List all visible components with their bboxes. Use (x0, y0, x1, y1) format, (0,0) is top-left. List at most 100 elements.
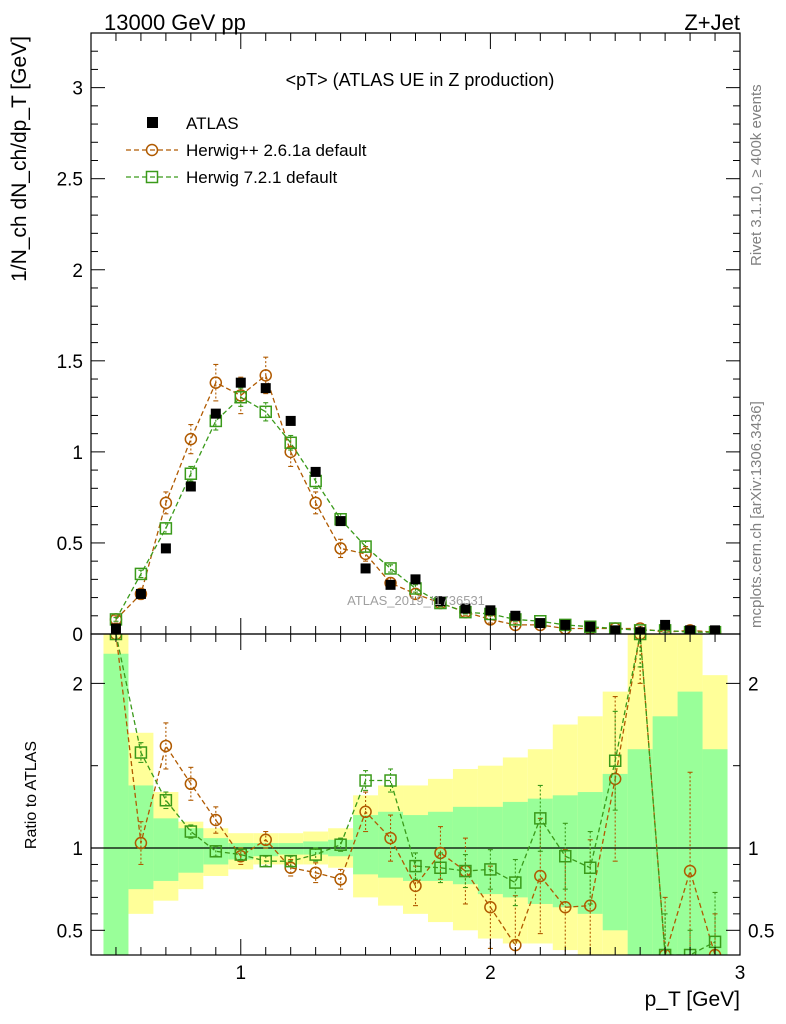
y-tick-label: 0.5 (57, 534, 83, 555)
data-point (534, 869, 547, 883)
data-point-atlas (160, 543, 171, 554)
data-point (284, 861, 297, 875)
data-point (209, 376, 223, 389)
data-point (384, 562, 397, 575)
data-point-atlas (435, 596, 446, 607)
band-green (677, 691, 703, 955)
band-green (502, 801, 528, 898)
data-point (209, 813, 223, 827)
data-point-atlas (510, 610, 521, 621)
data-point (334, 838, 347, 851)
mcplots-label: mcplots.cern.ch [arXiv:1306.3436] (748, 401, 765, 628)
data-point (559, 849, 572, 863)
data-point (134, 587, 148, 601)
data-point (184, 467, 198, 480)
header-left: 13000 GeV pp (104, 10, 246, 35)
data-point (259, 833, 272, 847)
data-point-atlas (335, 516, 346, 527)
band-green (278, 843, 304, 855)
data-point (134, 836, 148, 850)
data-point (608, 754, 622, 768)
data-point (184, 432, 198, 446)
data-point (359, 547, 372, 561)
data-point (234, 390, 248, 404)
data-point-atlas (410, 574, 421, 585)
data-point (184, 825, 198, 838)
band-green (178, 828, 204, 873)
legend-marker-herwig-new (145, 170, 159, 184)
band-green (353, 815, 379, 875)
data-point-atlas (135, 588, 146, 599)
data-point (509, 876, 522, 889)
data-point (359, 540, 372, 553)
data-point (284, 436, 297, 450)
data-point (134, 746, 148, 759)
ratio-y-tick-label-right: 2 (748, 674, 759, 695)
data-point (209, 845, 223, 858)
data-point-atlas (535, 618, 546, 629)
y-tick-label: 1 (72, 443, 83, 464)
x-tick-label: 2 (485, 963, 496, 984)
data-point (284, 854, 297, 868)
data-point-atlas (485, 605, 496, 616)
y-axis-label-ratio: Ratio to ATLAS (23, 741, 40, 849)
data-point-atlas (660, 619, 671, 630)
legend-marker-atlas (147, 117, 158, 128)
data-point (633, 624, 647, 634)
data-point (134, 567, 148, 581)
legend-marker-herwig-old (145, 143, 159, 157)
data-point (159, 794, 173, 807)
data-point-atlas (235, 377, 246, 388)
header-right: Z+Jet (684, 10, 740, 35)
data-point (309, 496, 322, 510)
x-axis-label: p_T [GeV] (645, 988, 740, 1011)
y-tick-label: 3 (72, 79, 83, 100)
data-point (608, 622, 622, 634)
legend: ATLAS Herwig++ 2.6.1a default Herwig 7.2… (126, 114, 367, 187)
x-tick-label: 3 (735, 963, 746, 984)
data-point-atlas (460, 603, 471, 614)
band-green (153, 818, 179, 881)
legend-label-herwig-old: Herwig++ 2.6.1a default (186, 141, 367, 160)
data-point-atlas (285, 415, 296, 426)
band-green (627, 749, 653, 955)
main-title: <pT> (ATLAS UE in Z production) (286, 70, 555, 90)
band-green (103, 653, 129, 955)
data-point (259, 369, 272, 382)
watermark: ATLAS_2019_I1736531 (347, 593, 485, 608)
legend-label-herwig-new: Herwig 7.2.1 default (186, 168, 337, 187)
data-point (334, 542, 347, 555)
ratio-y-tick-label-right: 0.5 (748, 921, 774, 942)
ratio-panel (91, 634, 740, 955)
y-tick-label: 2.5 (57, 170, 83, 191)
data-point (434, 861, 447, 875)
y-tick-label: 2 (72, 261, 83, 282)
data-point-atlas (260, 383, 271, 394)
data-point (359, 805, 372, 819)
ratio-y-tick-label-right: 1 (748, 839, 759, 860)
y-tick-label: 1.5 (57, 352, 83, 373)
data-point (159, 522, 173, 535)
y-tick-label: 0 (72, 625, 83, 646)
data-point (309, 848, 322, 861)
data-point (534, 812, 547, 825)
data-point-atlas (360, 563, 371, 574)
data-point (583, 861, 597, 875)
data-point (683, 864, 697, 878)
data-point (484, 863, 497, 876)
data-point (484, 901, 497, 914)
data-point-atlas (385, 579, 396, 590)
data-point-atlas (560, 619, 571, 630)
ratio-y-tick-label: 0.5 (57, 921, 83, 942)
y-axis-label-main: 1/N_ch dN_ch/dp_T [GeV] (8, 36, 31, 282)
main-panel (109, 356, 722, 634)
data-point (309, 866, 322, 879)
data-point (184, 777, 198, 791)
data-point (384, 831, 397, 845)
data-point (259, 405, 272, 419)
x-tick-label: 1 (235, 963, 246, 984)
data-point (234, 848, 248, 861)
data-point (384, 774, 397, 787)
ratio-y-tick-label: 2 (72, 674, 83, 695)
